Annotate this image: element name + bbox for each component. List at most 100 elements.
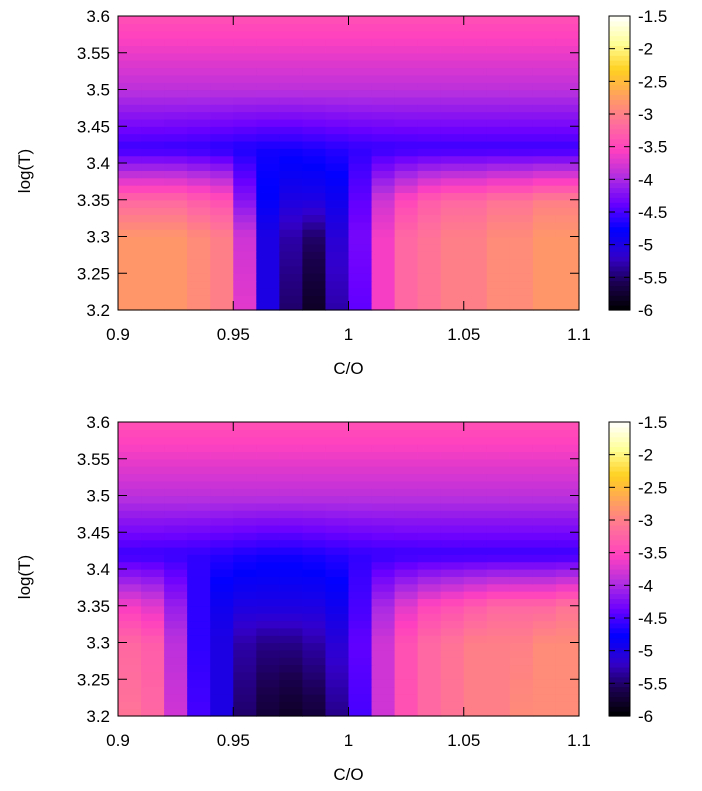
heatmap-cell — [233, 287, 257, 296]
heatmap-cell — [325, 236, 350, 245]
heatmap-cell — [532, 583, 557, 592]
heatmap-cell — [256, 170, 280, 179]
heatmap-cell — [440, 495, 465, 504]
heatmap-cell — [210, 214, 234, 223]
heatmap-cell — [555, 664, 580, 673]
heatmap-cell — [509, 82, 534, 91]
heatmap-cell — [210, 82, 234, 91]
heatmap-cell — [164, 620, 188, 629]
heatmap-cell — [371, 265, 396, 274]
heatmap-cell — [279, 111, 303, 120]
heatmap-cell — [210, 258, 234, 267]
heatmap-cell — [302, 524, 327, 533]
heatmap-cell — [371, 302, 396, 311]
heatmap-cell — [463, 642, 488, 651]
heatmap-cell — [440, 96, 465, 105]
heatmap-cell — [463, 23, 488, 32]
heatmap-cell — [302, 605, 327, 614]
heatmap-cell — [256, 67, 280, 76]
heatmap-cell — [210, 546, 234, 555]
heatmap-cell — [302, 510, 327, 519]
heatmap-cell — [348, 671, 373, 680]
heatmap-cell — [371, 576, 396, 585]
heatmap-cell — [394, 52, 419, 61]
heatmap-cell — [532, 118, 557, 127]
x-tick-label: 0.95 — [217, 731, 250, 750]
heatmap-cell — [164, 627, 188, 636]
heatmap-cell — [555, 199, 580, 208]
heatmap-cell — [325, 686, 350, 695]
heatmap-cell — [279, 243, 303, 252]
heatmap-cell — [463, 502, 488, 511]
heatmap-cell — [164, 295, 188, 304]
heatmap-cell — [256, 635, 280, 644]
heatmap-cell — [187, 693, 211, 702]
heatmap-cell — [394, 155, 419, 164]
heatmap-cell — [141, 480, 165, 489]
heatmap-cell — [302, 532, 327, 541]
colorbar-segment — [609, 485, 630, 492]
heatmap-cell — [463, 163, 488, 171]
heatmap-cell — [348, 524, 373, 533]
heatmap-cell — [440, 583, 465, 592]
heatmap-cell — [325, 273, 350, 282]
heatmap-cell — [141, 243, 165, 252]
heatmap-cell — [118, 510, 142, 519]
heatmap-cell — [394, 679, 419, 688]
heatmap-cell — [417, 583, 442, 592]
heatmap-cell — [532, 510, 557, 519]
heatmap-cell — [141, 118, 165, 127]
heatmap-cell — [440, 221, 465, 230]
heatmap-cell — [164, 229, 188, 238]
colorbar-segment — [609, 25, 630, 32]
colorbar-segment — [609, 495, 630, 501]
heatmap-cell — [256, 163, 280, 171]
heatmap-cell — [417, 664, 442, 673]
y-tick-label: 3.4 — [86, 154, 110, 173]
heatmap-cell — [279, 170, 303, 179]
heatmap-cell — [440, 693, 465, 702]
heatmap-cell — [210, 701, 234, 710]
heatmap-cell — [555, 280, 580, 289]
colorbar-segment — [609, 192, 630, 198]
x-tick-label: 1 — [344, 325, 353, 344]
heatmap-cell — [486, 429, 511, 438]
heatmap-cell — [141, 620, 165, 629]
heatmap-cell — [417, 635, 442, 644]
heatmap-cell — [118, 118, 142, 127]
heatmap-cell — [325, 627, 350, 636]
heatmap-cell — [325, 280, 350, 289]
heatmap-cell — [440, 89, 465, 98]
heatmap-cell — [509, 708, 534, 717]
heatmap-cell — [555, 436, 580, 445]
heatmap-cell — [532, 258, 557, 267]
heatmap-cell — [325, 38, 350, 46]
heatmap-cell — [141, 627, 165, 636]
heatmap-cell — [141, 444, 165, 452]
heatmap-cell — [555, 60, 580, 69]
heatmap-cell — [348, 214, 373, 223]
heatmap-cell — [486, 539, 511, 548]
heatmap-cell — [325, 635, 350, 644]
heatmap-cell — [302, 686, 327, 695]
heatmap-cell — [532, 140, 557, 149]
heatmap-cell — [394, 605, 419, 614]
heatmap-cell — [325, 133, 350, 142]
heatmap-cell — [233, 642, 257, 651]
heatmap-cell — [532, 635, 557, 644]
heatmap-cell — [371, 155, 396, 164]
heatmap-cell — [210, 613, 234, 622]
heatmap-cell — [256, 561, 280, 570]
heatmap-cell — [348, 273, 373, 282]
heatmap-cell — [279, 569, 303, 577]
heatmap-cell — [187, 177, 211, 186]
heatmap-cell — [187, 38, 211, 46]
heatmap-cell — [555, 620, 580, 629]
heatmap-cell — [164, 480, 188, 489]
heatmap-cell — [141, 539, 165, 548]
heatmap-cell — [233, 214, 257, 223]
heatmap-cell — [325, 495, 350, 504]
heatmap-cell — [256, 23, 280, 32]
heatmap-cell — [555, 429, 580, 438]
heatmap-cell — [463, 576, 488, 585]
